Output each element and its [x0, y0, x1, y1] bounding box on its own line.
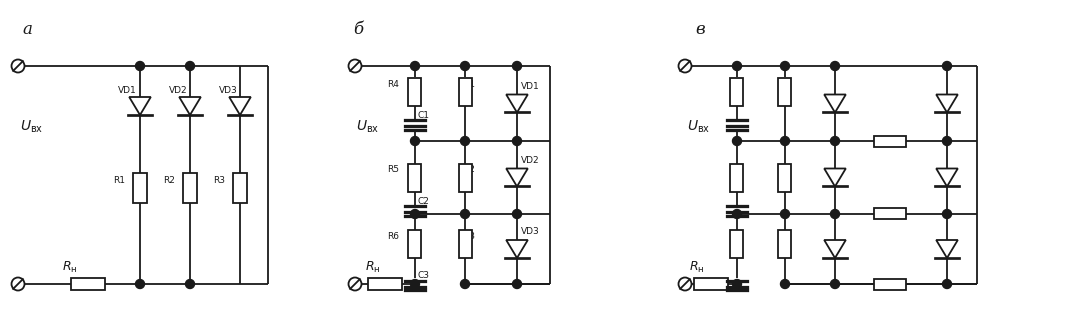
Bar	[459, 164, 472, 191]
Bar	[874, 136, 906, 146]
Text: R3: R3	[463, 232, 475, 241]
Polygon shape	[129, 97, 151, 115]
Bar	[459, 230, 472, 258]
Polygon shape	[936, 240, 957, 258]
Circle shape	[733, 279, 741, 289]
Bar	[233, 173, 247, 203]
Circle shape	[943, 62, 951, 70]
Circle shape	[512, 279, 522, 289]
Bar	[731, 230, 743, 258]
Polygon shape	[936, 169, 957, 186]
Polygon shape	[179, 97, 201, 115]
Polygon shape	[229, 97, 250, 115]
Text: R5: R5	[387, 166, 399, 174]
Bar	[731, 78, 743, 106]
Circle shape	[410, 279, 420, 289]
Bar	[694, 278, 728, 290]
Bar	[133, 173, 147, 203]
Polygon shape	[824, 240, 846, 258]
Bar	[183, 173, 197, 203]
Circle shape	[348, 60, 361, 72]
Bar	[779, 164, 791, 191]
Text: $U_{\rm вх}$: $U_{\rm вх}$	[687, 119, 710, 135]
Text: $U_{\rm вх}$: $U_{\rm вх}$	[356, 119, 379, 135]
Circle shape	[831, 279, 839, 289]
Bar	[779, 230, 791, 258]
Circle shape	[831, 210, 839, 218]
Circle shape	[733, 210, 741, 218]
Circle shape	[348, 277, 361, 290]
Circle shape	[135, 279, 145, 289]
Text: $R_{\rm н}$: $R_{\rm н}$	[365, 260, 380, 275]
Text: VD2: VD2	[168, 86, 187, 95]
Circle shape	[185, 62, 195, 70]
Circle shape	[12, 60, 24, 72]
Bar	[409, 230, 422, 258]
Circle shape	[733, 62, 741, 70]
Circle shape	[512, 62, 522, 70]
Circle shape	[410, 210, 420, 218]
Text: VD1: VD1	[118, 86, 136, 95]
Text: C1: C1	[417, 111, 430, 120]
Bar	[874, 209, 906, 219]
Text: R2: R2	[463, 166, 475, 174]
Circle shape	[12, 277, 24, 290]
Text: R4: R4	[387, 80, 399, 88]
Bar	[368, 278, 402, 290]
Circle shape	[135, 62, 145, 70]
Circle shape	[943, 279, 951, 289]
Circle shape	[781, 279, 789, 289]
Polygon shape	[824, 169, 846, 186]
Bar	[71, 278, 105, 290]
Text: в: в	[695, 21, 705, 38]
Text: a: a	[22, 21, 32, 38]
Text: VD1: VD1	[521, 82, 540, 91]
Text: VD3: VD3	[219, 86, 237, 95]
Circle shape	[460, 62, 470, 70]
Polygon shape	[506, 95, 528, 112]
Circle shape	[831, 137, 839, 145]
Bar	[731, 164, 743, 191]
Polygon shape	[936, 95, 957, 112]
Text: R2: R2	[163, 176, 175, 185]
Circle shape	[460, 210, 470, 218]
Circle shape	[943, 137, 951, 145]
Circle shape	[678, 60, 691, 72]
Bar	[779, 78, 791, 106]
Bar	[459, 78, 472, 106]
Text: R6: R6	[387, 232, 399, 241]
Circle shape	[460, 137, 470, 145]
Circle shape	[678, 277, 691, 290]
Circle shape	[460, 279, 470, 289]
Circle shape	[781, 137, 789, 145]
Circle shape	[410, 137, 420, 145]
Text: $R_{\rm н}$: $R_{\rm н}$	[689, 260, 705, 275]
Circle shape	[943, 210, 951, 218]
Circle shape	[512, 210, 522, 218]
Circle shape	[410, 62, 420, 70]
Bar	[409, 78, 422, 106]
Circle shape	[831, 62, 839, 70]
Polygon shape	[506, 169, 528, 186]
Text: $R_{\rm н}$: $R_{\rm н}$	[62, 260, 78, 275]
Text: $U_{\rm вх}$: $U_{\rm вх}$	[20, 119, 44, 135]
Polygon shape	[824, 95, 846, 112]
Text: R3: R3	[213, 176, 225, 185]
Circle shape	[512, 137, 522, 145]
Text: R1: R1	[113, 176, 125, 185]
Bar	[874, 278, 906, 289]
Polygon shape	[506, 240, 528, 258]
Circle shape	[781, 62, 789, 70]
Text: VD2: VD2	[521, 156, 540, 165]
Text: VD3: VD3	[521, 227, 540, 236]
Text: C3: C3	[417, 271, 430, 280]
Text: C2: C2	[417, 197, 430, 205]
Circle shape	[733, 137, 741, 145]
Text: R1: R1	[463, 80, 475, 88]
Circle shape	[781, 210, 789, 218]
Text: б: б	[353, 21, 363, 38]
Bar	[409, 164, 422, 191]
Circle shape	[185, 279, 195, 289]
